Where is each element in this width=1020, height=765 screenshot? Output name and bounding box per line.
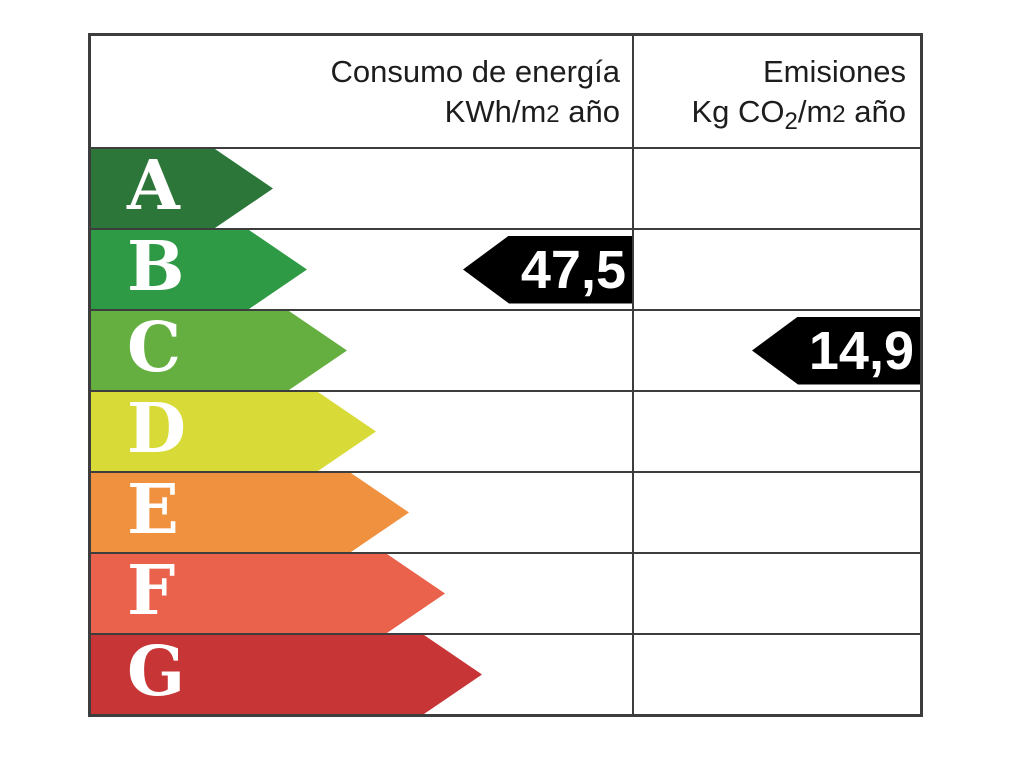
- energy-label-table: Consumo de energía KWh/m2 año Emisiones …: [88, 33, 923, 717]
- consumption-value: 47,5: [520, 239, 626, 300]
- emissions-cell-a: [632, 149, 920, 228]
- consumption-cell-g: G: [91, 635, 632, 714]
- header-consumption: Consumo de energía KWh/m2 año: [91, 36, 632, 147]
- rating-row-c: C 14,9: [91, 309, 920, 390]
- rating-letter-f: F: [127, 550, 176, 631]
- rating-letter-a: A: [127, 145, 180, 226]
- emissions-value-arrow: 14,9: [752, 316, 920, 385]
- rating-letter-b: B: [127, 226, 185, 307]
- consumption-cell-f: F: [91, 554, 632, 633]
- rating-letter-d: D: [127, 388, 186, 469]
- emissions-cell-e: [632, 473, 920, 552]
- emissions-title: Emisiones: [763, 54, 906, 89]
- emissions-value: 14,9: [808, 320, 914, 381]
- rating-letter-e: E: [127, 469, 179, 550]
- rating-arrow-e: E: [91, 473, 409, 552]
- consumption-value-arrow: 47,5: [463, 235, 632, 304]
- rating-row-a: A: [91, 149, 920, 228]
- rating-arrow-f: F: [91, 554, 445, 633]
- consumption-cell-a: A: [91, 149, 632, 228]
- rating-arrow-a: A: [91, 149, 273, 228]
- consumption-cell-e: E: [91, 473, 632, 552]
- consumption-title: Consumo de energía: [330, 54, 620, 89]
- rating-row-b: B 47,5: [91, 228, 920, 309]
- rating-arrow-b: B: [91, 230, 307, 309]
- consumption-cell-b: B 47,5: [91, 230, 632, 309]
- consumption-cell-c: C: [91, 311, 632, 390]
- rating-row-e: E: [91, 471, 920, 552]
- rating-row-g: G: [91, 633, 920, 714]
- consumption-cell-d: D: [91, 392, 632, 471]
- rating-arrow-c: C: [91, 311, 347, 390]
- consumption-unit: KWh/m2 año: [444, 94, 620, 129]
- emissions-cell-b: [632, 230, 920, 309]
- emissions-cell-c: 14,9: [632, 311, 920, 390]
- emissions-cell-g: [632, 635, 920, 714]
- rating-rows: A B 47,5 C: [91, 149, 920, 714]
- rating-arrow-g: G: [91, 635, 482, 714]
- rating-letter-c: C: [127, 307, 182, 388]
- emissions-unit: Kg CO2/m2 año: [691, 94, 906, 135]
- table-header: Consumo de energía KWh/m2 año Emisiones …: [91, 36, 920, 149]
- header-emissions: Emisiones Kg CO2/m2 año: [632, 36, 920, 147]
- emissions-cell-d: [632, 392, 920, 471]
- rating-row-d: D: [91, 390, 920, 471]
- rating-letter-g: G: [127, 631, 186, 712]
- emissions-cell-f: [632, 554, 920, 633]
- rating-arrow-d: D: [91, 392, 376, 471]
- rating-row-f: F: [91, 552, 920, 633]
